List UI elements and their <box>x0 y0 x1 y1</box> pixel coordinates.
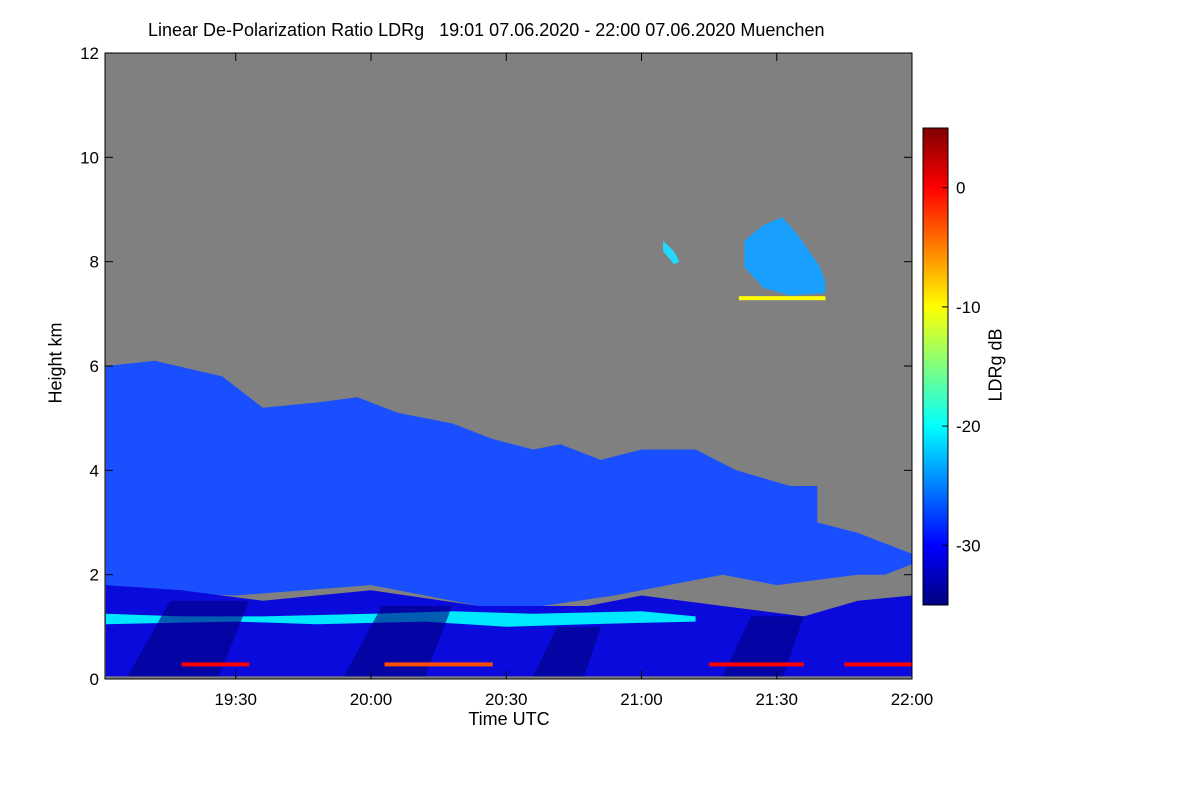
thin-layer-2 <box>384 662 493 667</box>
rain-streak-1 <box>127 600 250 677</box>
x-axis-label: Time UTC <box>468 709 550 729</box>
y-tick-label-6: 12 <box>80 44 99 63</box>
x-tick-label-4: 21:30 <box>755 690 798 709</box>
x-tick-label-2: 20:30 <box>485 690 528 709</box>
y-tick-label-4: 8 <box>90 253 99 272</box>
colorbar-tick-label-1: -10 <box>956 298 981 317</box>
rain-streak-3 <box>533 626 601 677</box>
colorbar-bar <box>922 127 949 606</box>
y-tick-label-1: 2 <box>90 566 99 585</box>
rain-streak-2 <box>343 606 453 677</box>
colorbar-tick-label-2: -20 <box>956 417 981 436</box>
x-tick-label-1: 20:00 <box>350 690 393 709</box>
plot-area <box>105 53 912 679</box>
thin-layer-5 <box>738 296 826 301</box>
y-tick-label-3: 6 <box>90 357 99 376</box>
thin-layer-1 <box>181 662 250 667</box>
cirrus-8km <box>744 217 826 296</box>
y-tick-label-0: 0 <box>90 670 99 689</box>
thin-layer-4 <box>844 662 912 667</box>
colorbar: 0 -10 -20 -30 <box>922 127 981 606</box>
colorbar-tick-label-0: 0 <box>956 179 965 198</box>
thin-layer-3 <box>709 662 804 667</box>
x-tick-label-0: 19:30 <box>214 690 257 709</box>
x-tick-label-3: 21:00 <box>620 690 663 709</box>
lower-dense-layer <box>105 585 912 677</box>
x-tick-label-5: 22:00 <box>891 690 934 709</box>
chart-title: Linear De-Polarization Ratio LDRg 19:01 … <box>148 20 825 40</box>
y-tick-label-5: 10 <box>80 148 99 167</box>
cirrus-fragment <box>663 240 680 265</box>
rain-streak-4 <box>722 616 804 677</box>
colorbar-tick-label-3: -30 <box>956 536 981 555</box>
axis-ticks: 19:30 20:00 20:30 21:00 21:30 22:00 0 2 4 6 8 10 12 <box>80 44 933 709</box>
y-tick-label-2: 4 <box>90 461 99 480</box>
main-cloud-layer <box>105 360 912 612</box>
